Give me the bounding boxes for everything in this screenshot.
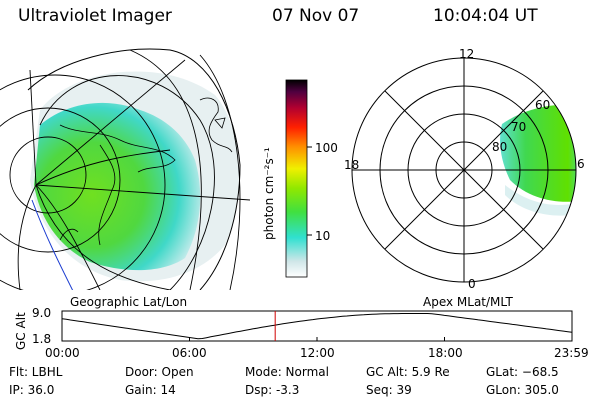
instrument-title: Ultraviolet Imager [18,6,172,26]
polar-caption: Apex MLat/MLT [423,295,513,309]
time-label: 10:04:04 UT [433,6,538,26]
status-gc-alt: GC Alt: 5.9 Re [366,365,450,379]
status-gain: Gain: 14 [125,383,176,397]
colorbar [285,79,312,278]
status-door: Door: Open [125,365,194,379]
status-ip: IP: 36.0 [9,383,55,397]
mlt-label-6: 6 [577,157,585,171]
altitude-curve [61,313,573,340]
colorbar-tick-10: 10 [315,229,331,243]
date-label: 07 Nov 07 [272,6,360,26]
mlat-label-80: 80 [492,140,508,154]
status-dsp: Dsp: -3.3 [245,383,300,397]
status-mode: Mode: Normal [245,365,329,379]
earth-limb [27,48,241,290]
timeline-plot [61,310,573,342]
timeline-xtick-2: 12:00 [300,346,335,360]
colorbar-unit-label: photon cm⁻²s⁻¹ [262,147,276,240]
mlt-label-0: 0 [468,277,476,291]
status-glon: GLon: 305.0 [486,383,559,397]
mlat-label-60: 60 [535,98,551,112]
geographic-map [0,48,250,290]
timeline-xtick-0: 00:00 [45,346,80,360]
timeline-ymax: 9.0 [32,306,52,320]
polar-aurora [500,104,576,202]
mlat-label-70: 70 [511,120,527,134]
geo-grid [0,49,250,290]
timeline-xtick-1: 06:00 [172,346,207,360]
coastlines [59,97,233,246]
mlt-label-18: 18 [344,158,360,172]
colorbar-tick-100: 100 [315,141,338,155]
timeline-ymin: 1.8 [32,332,52,346]
mlt-label-12: 12 [459,47,475,61]
polar-plot [351,57,577,283]
timeline-ylabel: GC Alt [14,312,28,350]
status-glat: GLat: −68.5 [486,365,559,379]
aurora-region [34,102,201,271]
status-flt: Flt: LBHL [9,365,63,379]
terminator-line [31,199,74,290]
timeline-xtick-4: 23:59 [554,346,589,360]
timeline-xtick-3: 18:00 [428,346,463,360]
geo-map-caption: Geographic Lat/Lon [70,295,188,309]
status-seq: Seq: 39 [366,383,412,397]
polar-grid [351,57,577,283]
